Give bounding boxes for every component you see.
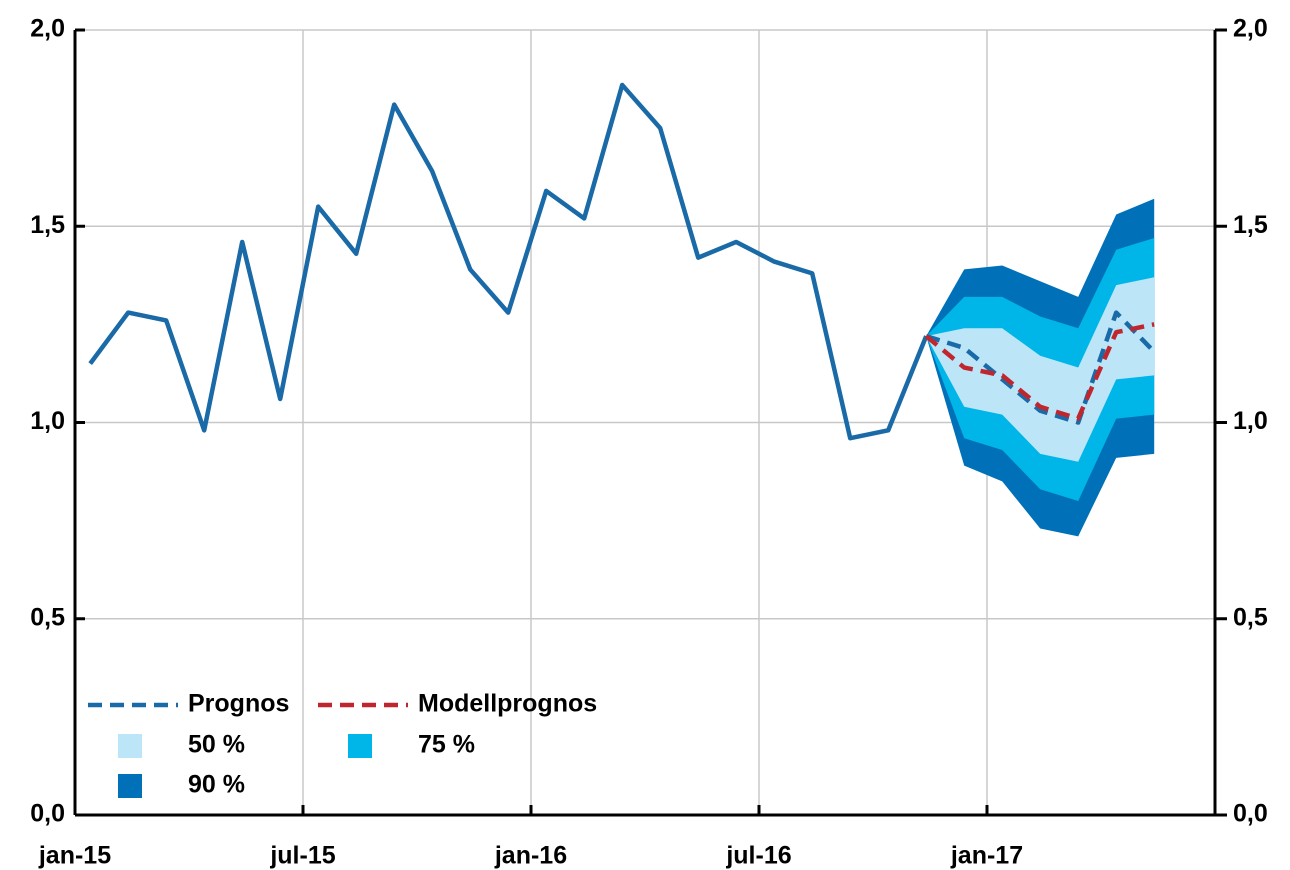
legend-swatch xyxy=(118,734,142,758)
y2-tick-label: 1,5 xyxy=(1233,211,1268,239)
legend-label: Modellprognos xyxy=(418,690,597,718)
y-tick-label: 1,0 xyxy=(30,407,65,435)
legend-label: 50 % xyxy=(188,731,245,759)
y-tick-label: 1,5 xyxy=(30,211,65,239)
legend-label: 90 % xyxy=(188,771,245,799)
forecast-line xyxy=(925,310,1156,425)
x-tick-label: jan-17 xyxy=(950,842,1023,870)
x-tick-label: jul-15 xyxy=(269,842,335,870)
y2-tick-label: 0,0 xyxy=(1233,800,1268,828)
x-tick-label: jan-15 xyxy=(38,842,111,870)
y2-tick-label: 1,0 xyxy=(1233,407,1268,435)
y2-tick-label: 2,0 xyxy=(1233,15,1268,43)
y-tick-label: 0,5 xyxy=(30,603,65,631)
legend: Prognos Modellprognos 50 % 75 % 90 % xyxy=(88,690,597,799)
y-tick-label: 2,0 xyxy=(30,15,65,43)
y-tick-label: 0,0 xyxy=(30,800,65,828)
legend-swatch xyxy=(118,774,142,798)
x-tick-label: jan-16 xyxy=(494,842,567,870)
band-area xyxy=(926,277,1155,462)
y2-tick-label: 0,5 xyxy=(1233,603,1268,631)
forecast-line xyxy=(924,322,1155,421)
legend-label: 75 % xyxy=(418,731,475,759)
legend-swatch xyxy=(348,734,372,758)
legend-label: Prognos xyxy=(188,690,289,718)
data-line xyxy=(88,82,929,441)
x-tick-label: jul-16 xyxy=(725,842,791,870)
